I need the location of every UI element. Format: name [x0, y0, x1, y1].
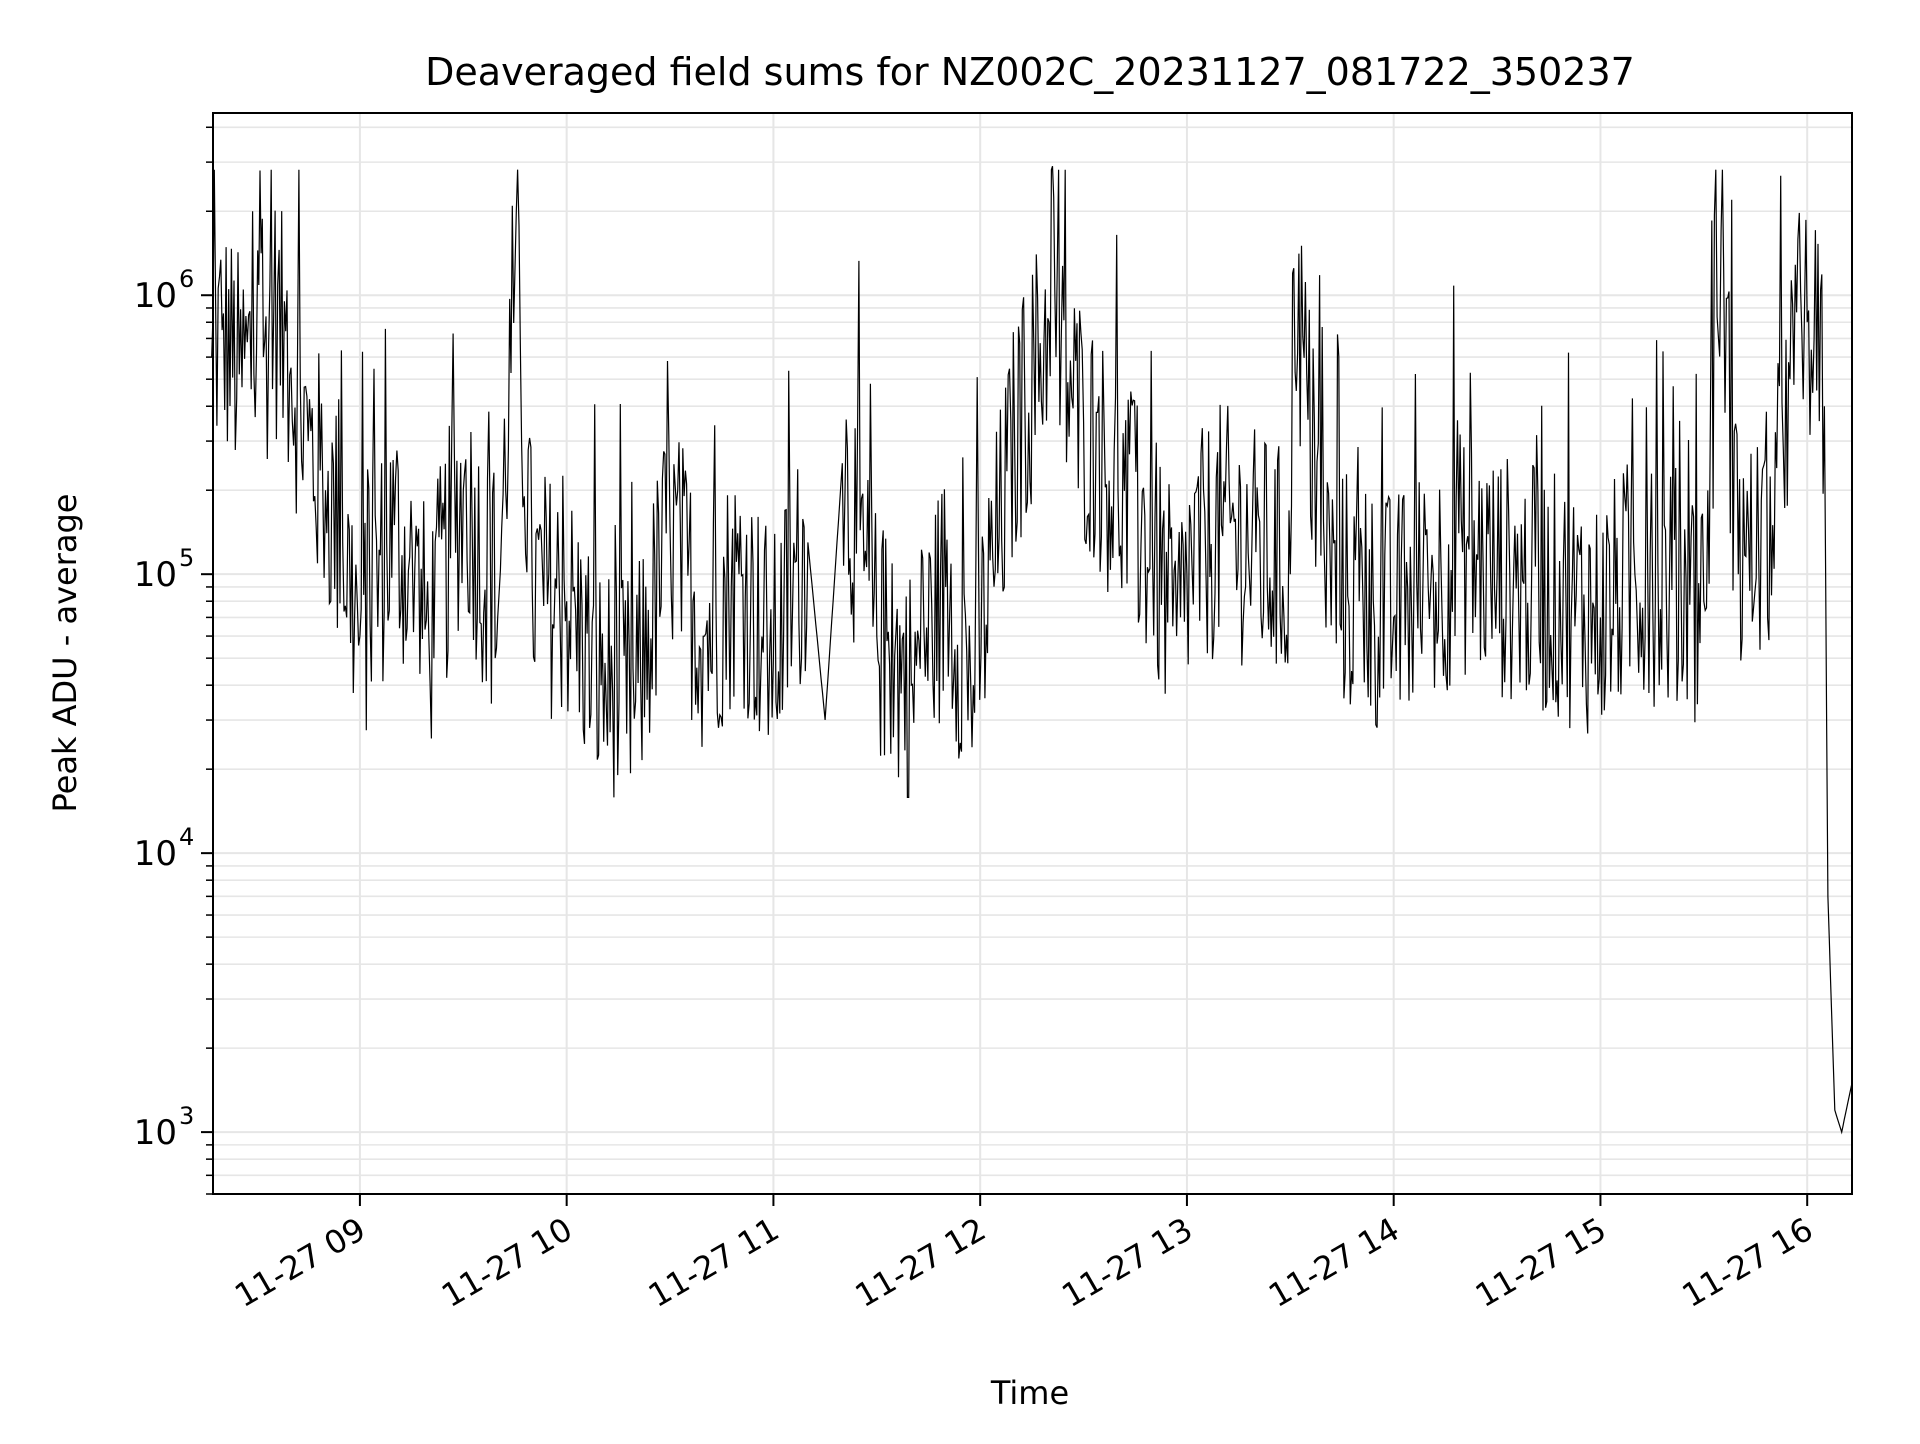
series-line	[211, 166, 1853, 1135]
y-tick-label: 10	[134, 1113, 177, 1153]
chart-title: Deaveraged field sums for NZ002C_2023112…	[425, 50, 1635, 94]
x-tick-label: 11-27 12	[849, 1210, 993, 1315]
y-tick-label: 10	[134, 834, 177, 874]
x-tick-label: 11-27 09	[228, 1210, 372, 1315]
y-tick-label: 10	[134, 555, 177, 595]
y-tick-label-exponent: 3	[179, 1102, 194, 1130]
x-tick-label: 11-27 14	[1262, 1210, 1406, 1315]
x-tick-label: 11-27 13	[1055, 1210, 1199, 1315]
x-tick-label: 11-27 11	[642, 1210, 786, 1315]
x-axis: 11-27 09 11-27 10 11-27 11 11-27 12 11-27 13…	[228, 1194, 1819, 1315]
y-tick-label-exponent: 6	[179, 265, 194, 293]
y-tick-label-exponent: 4	[179, 823, 194, 851]
y-axis-label: Peak ADU - average	[46, 494, 84, 813]
x-tick-label: 11-27 16	[1676, 1210, 1820, 1315]
y-tick-label: 10	[134, 276, 177, 316]
plot-area-frame	[212, 112, 1853, 1195]
grid	[213, 113, 1852, 1195]
series-layer	[211, 166, 1853, 1135]
y-tick-label-exponent: 5	[179, 544, 194, 572]
x-tick-label: 11-27 10	[435, 1210, 579, 1315]
x-axis-label: Time	[990, 1374, 1069, 1412]
x-tick-label: 11-27 15	[1469, 1210, 1613, 1315]
